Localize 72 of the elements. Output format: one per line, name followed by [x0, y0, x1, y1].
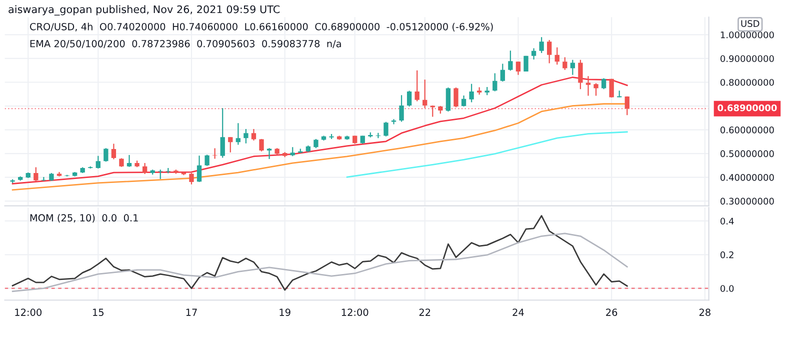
text: USD: [741, 20, 760, 27]
candlestick: [290, 146, 295, 157]
x-tick-label: 12:00: [15, 308, 42, 316]
y-tick-label: 0.30000000: [720, 198, 774, 205]
candlestick: [601, 78, 606, 90]
candlestick: [508, 50, 513, 72]
candlestick: [406, 90, 412, 108]
y-tick-label: 1.00000000: [720, 31, 774, 38]
candlestick: [111, 143, 116, 160]
candlestick: [34, 166, 38, 182]
candlestick: [539, 36, 544, 54]
x-tick-label: 24: [512, 308, 524, 316]
candlestick: [41, 176, 46, 182]
candlestick: [189, 172, 194, 185]
candlestick: [228, 136, 233, 153]
line-series: [346, 131, 628, 178]
y-tick-label: 0.90000000: [720, 55, 774, 62]
candlestick: [446, 86, 451, 112]
ref-line-label: 0.68900000: [718, 104, 777, 112]
candlestick: [158, 169, 163, 180]
candlestick: [399, 94, 404, 122]
x-tick-label: 15: [93, 308, 104, 316]
candlestick: [609, 78, 614, 98]
y-tick-label: 0.4: [720, 218, 734, 225]
text: MOM (25, 10) 0.0 0.1: [30, 214, 138, 223]
candlestick: [578, 59, 583, 90]
candlestick: [126, 154, 132, 168]
candlestick: [204, 154, 210, 166]
candlestick: [461, 95, 466, 108]
candlestick: [259, 138, 264, 152]
y-tick-label: 0.2: [720, 251, 734, 258]
x-tick-label: 26: [606, 308, 618, 316]
candlestick: [220, 108, 225, 158]
line-series: [12, 232, 628, 292]
y-tick-label: 0.60000000: [720, 126, 774, 134]
candlestick: [554, 46, 560, 66]
y-tick-label: 0.80000000: [720, 78, 774, 86]
candlestick: [469, 83, 474, 103]
candlestick: [212, 148, 218, 160]
candlestick: [454, 86, 458, 108]
candlestick: [244, 128, 248, 144]
text: CRO/USD, 4h O0.74020000 H0.74060000 L0.66160000 C0.68900000 -0.05120000 (-6.92%): [30, 22, 493, 32]
x-tick-label: 22: [419, 308, 430, 316]
candlestick: [516, 61, 521, 76]
y-tick-label: 0.0: [720, 285, 734, 292]
chart-title: aiswarya_gopan published, Nov 26, 2021 09:59 UTC: [8, 5, 280, 16]
candlestick: [546, 39, 552, 64]
candlestick: [586, 76, 591, 96]
candlestick: [500, 63, 505, 82]
x-tick-label: 28: [699, 308, 710, 316]
candlestick: [531, 48, 536, 60]
candlestick: [196, 155, 202, 183]
line-series: [12, 215, 628, 291]
candlestick: [414, 70, 420, 102]
y-tick-label: 0.40000000: [720, 174, 774, 181]
candlestick: [104, 148, 108, 162]
candlestick: [314, 138, 318, 149]
candlestick: [384, 121, 388, 137]
x-tick-label: 12:00: [342, 308, 368, 316]
candlestick: [562, 56, 568, 70]
x-tick-label: 17: [186, 308, 197, 316]
candlestick: [142, 162, 148, 175]
annotation: EMA 20/50/100/200 0.78723986 0.70905603 0.59083778 n/a: [30, 40, 341, 48]
candlestick: [251, 128, 256, 142]
candlestick: [624, 96, 630, 116]
candlestick: [236, 122, 241, 146]
x-tick-label: 19: [280, 308, 290, 316]
y-tick-label: 0.50000000: [720, 150, 774, 158]
candlestick: [96, 155, 100, 170]
candlestick: [422, 79, 428, 109]
candlestick: [492, 72, 498, 92]
candlestick: [594, 82, 598, 96]
